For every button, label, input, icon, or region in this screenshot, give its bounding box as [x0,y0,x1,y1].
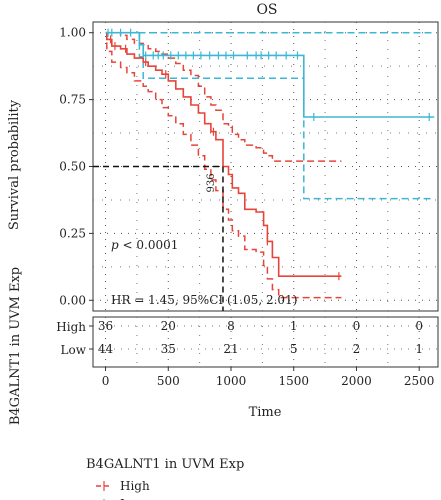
survival-curve-low [105,31,435,118]
pvalue-symbol: p [111,238,119,252]
x-tick-label: 0 [102,374,110,388]
risk-count: 0 [415,319,423,333]
legend-title: B4GALNT1 in UVM Exp [86,457,244,472]
legend-item-low: Low [103,497,146,500]
ci-lower-high [105,31,342,299]
confidence-bands [105,31,435,299]
x-axis: 0 500 1000 1500 2000 2500 [102,367,435,388]
risk-count: 21 [223,342,238,356]
x-tick-label: 500 [157,374,180,388]
risk-count: 5 [290,342,298,356]
risk-row-label-high: High [56,320,86,334]
y-tick-label: 0.50 [59,160,86,174]
risk-count: 0 [353,319,361,333]
risk-row-label-low: Low [61,343,87,357]
risk-count: 44 [98,342,114,356]
chart-title: OS [256,2,277,18]
hazard-ratio-annotation: HR = 1.45, 95%CI (1.05, 2.01) [111,293,297,307]
y-axis-label: Survival probability [7,99,22,230]
median-label: 936 [206,173,217,192]
ci-lower-low [105,31,435,200]
x-tick-label: 2000 [341,374,372,388]
pvalue-text: < 0.0001 [119,238,179,252]
risk-count: 1 [415,342,423,356]
legend-item-high: High [96,479,150,493]
risk-count: 36 [98,319,113,333]
risk-count: 1 [290,319,298,333]
risk-count: 8 [227,319,235,333]
risk-counts: 36 20 8 1 0 044 35 21 5 2 1 [98,319,423,356]
x-axis-label: Time [249,405,282,420]
y-tick-label: 0.25 [59,226,86,240]
survival-curves [105,31,435,277]
censor-marks [107,28,430,281]
legend-label-high: High [120,479,150,493]
legend-label-low: Low [120,497,146,500]
x-tick-label: 2500 [404,374,435,388]
median-guide [93,165,224,311]
x-tick-label: 1500 [278,374,309,388]
plot-panel: 936 p < 0.0001 HR = 1.45, 95%CI (1.05, 2… [92,21,439,312]
risk-table-frame [92,316,439,368]
risk-grid-lines [93,317,438,367]
y-axis: 0.00 0.25 0.50 0.75 1.00 [59,26,93,307]
risk-table-title: B4GALNT1 in UVM Exp [8,267,23,425]
risk-count: 35 [161,342,176,356]
y-tick-label: 0.00 [59,293,86,307]
legend-items: High Low [96,479,150,500]
survival-curve-high [105,31,342,277]
risk-count: 2 [353,342,361,356]
ci-upper-high [105,31,342,162]
y-tick-label: 1.00 [59,26,86,40]
risk-row-labels: High Low [56,320,93,357]
pvalue-annotation: p < 0.0001 [111,238,178,252]
risk-count: 20 [161,319,176,333]
legend: B4GALNT1 in UVM Exp High Low [86,457,244,500]
y-tick-label: 0.75 [59,93,86,107]
x-tick-label: 1000 [216,374,247,388]
